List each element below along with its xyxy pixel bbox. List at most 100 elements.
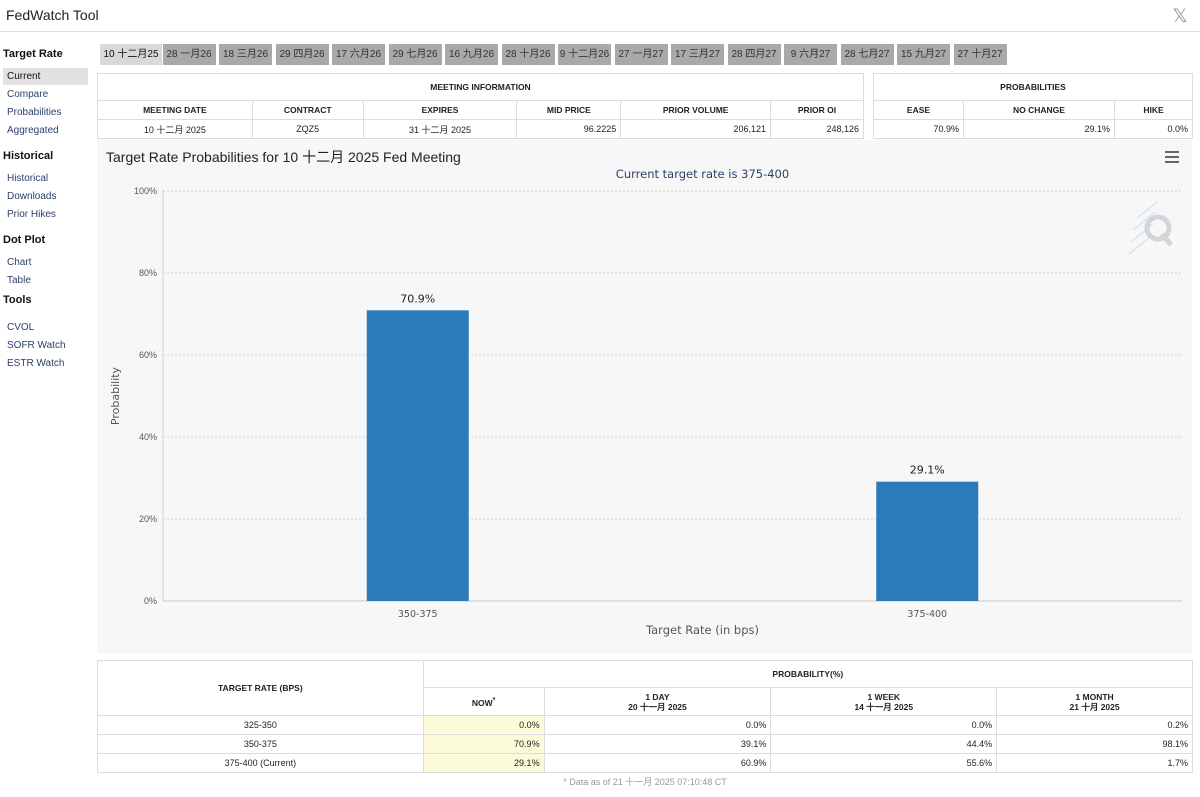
prob-cell: 0.0% [770, 715, 998, 735]
sidebar-item-aggregated[interactable]: Aggregated [7, 125, 59, 136]
cell-hike: 0.0% [1114, 119, 1193, 139]
col-1-week: 1 WEEK 14 十一月 2025 [770, 687, 998, 716]
table-row: 375-400 (Current) 29.1% 60.9% 55.6% 1.7% [97, 753, 1193, 773]
col-label: NOW [471, 697, 493, 708]
tab-meeting-6[interactable]: 16 九月26 [445, 44, 498, 65]
tab-meeting-12[interactable]: 9 六月27 [784, 44, 837, 65]
sidebar-item-historical[interactable]: Historical [7, 173, 49, 184]
sidebar-item-estr-watch[interactable]: ESTR Watch [7, 358, 65, 369]
col-label: 1 WEEK [867, 691, 901, 702]
probabilities-header: PROBABILITIES [873, 73, 1193, 101]
col-expires: EXPIRES [362, 100, 518, 120]
cell-ease: 70.9% [873, 119, 964, 139]
col-date: * [492, 696, 496, 704]
y-axis-label: Probability [109, 366, 122, 425]
tab-meeting-4[interactable]: 17 六月26 [332, 44, 385, 65]
sidebar-item-probabilities[interactable]: Probabilities [7, 107, 62, 118]
prob-cell: 70.9% [422, 734, 545, 754]
col-prior-volume: PRIOR VOLUME [620, 100, 772, 120]
prob-cell: 0.2% [996, 715, 1193, 735]
x-axis-label: Target Rate (in bps) [645, 623, 759, 637]
probability-chart: 0% 20% 40% 60% 80% 100% 70.9% 350-375 29.1% 375-4… [109, 167, 1182, 637]
col-hike: HIKE [1114, 100, 1193, 120]
tab-meeting-15[interactable]: 27 十月27 [953, 44, 1007, 65]
col-ease: EASE [873, 100, 964, 120]
close-icon[interactable]: 𝕏 [1172, 5, 1188, 27]
prob-cell: 55.6% [770, 753, 998, 773]
header-bar: FedWatch Tool 𝕏 [0, 0, 1200, 32]
col-date: 21 十月 2025 [1069, 701, 1120, 712]
col-now: NOW* [422, 687, 545, 716]
sidebar-item-current[interactable]: Current [3, 68, 88, 85]
col-date: 14 十一月 2025 [854, 701, 914, 712]
cell-prior-volume: 206,121 [620, 119, 772, 139]
y-tick-label: 100% [134, 186, 157, 196]
prob-cell: 0.0% [543, 715, 772, 735]
rate-cell: 325-350 [97, 715, 424, 735]
col-no-change: NO CHANGE [963, 100, 1115, 120]
prob-cell: 60.9% [543, 753, 772, 773]
sidebar-item-cvol[interactable]: CVOL [7, 322, 35, 333]
x-tick-label: 375-400 [907, 609, 947, 620]
chart-panel: 0% 20% 40% 60% 80% 100% 70.9% 350-375 29.1% 375-4… [97, 140, 1192, 653]
sidebar-item-compare[interactable]: Compare [7, 89, 49, 100]
probability-header: PROBABILITY(%) [422, 660, 1194, 688]
bar [366, 310, 469, 601]
sidebar-section-target-rate: Target Rate [3, 48, 63, 60]
bar-data-label: 29.1% [910, 464, 945, 477]
tab-meeting-8[interactable]: 9 十二月26 [558, 44, 611, 65]
tab-meeting-10[interactable]: 17 三月27 [671, 44, 724, 65]
col-1-month: 1 MONTH 21 十月 2025 [996, 687, 1193, 716]
rate-cell: 350-375 [97, 734, 424, 754]
tab-meeting-0[interactable]: 10 十二月25 [100, 44, 162, 65]
tab-meeting-11[interactable]: 28 四月27 [727, 44, 781, 65]
cell-no-change: 29.1% [963, 119, 1115, 139]
col-label: 1 DAY [645, 691, 670, 702]
y-tick-label: 80% [139, 268, 157, 278]
tab-meeting-1[interactable]: 28 一月26 [162, 44, 216, 65]
prob-cell: 1.7% [996, 753, 1193, 773]
cell-mid-price: 96.2225 [516, 119, 622, 139]
sidebar-item-chart[interactable]: Chart [7, 257, 32, 268]
tab-meeting-5[interactable]: 29 七月26 [388, 44, 442, 65]
bar [876, 481, 979, 601]
tab-meeting-7[interactable]: 28 十月26 [501, 44, 555, 65]
sidebar-section-tools: Tools [3, 294, 32, 306]
probability-history-table: TARGET RATE (BPS) PROBABILITY(%) NOW* 1 D… [97, 660, 1194, 773]
sidebar-item-sofr-watch[interactable]: SOFR Watch [7, 340, 66, 351]
y-tick-label: 40% [139, 432, 157, 442]
bar-data-label: 70.9% [400, 292, 435, 305]
col-label: 1 MONTH [1075, 691, 1114, 702]
chart-title: Target Rate Probabilities for 10 十二月 202… [106, 149, 461, 165]
probabilities-table: PROBABILITIES EASE NO CHANGE HIKE 70.9% 29.… [873, 73, 1193, 139]
tab-meeting-13[interactable]: 28 七月27 [840, 44, 894, 65]
table-row: 325-350 0.0% 0.0% 0.0% 0.2% [97, 715, 1193, 735]
y-tick-label: 60% [139, 350, 157, 360]
col-contract: CONTRACT [251, 100, 364, 120]
sidebar-item-table[interactable]: Table [7, 275, 31, 286]
col-date: 20 十一月 2025 [628, 701, 687, 712]
cell-meeting-date: 10 十二月 2025 [97, 119, 253, 139]
rate-cell: 375-400 (Current) [97, 753, 424, 773]
sidebar-item-prior-hikes[interactable]: Prior Hikes [7, 209, 56, 220]
prob-cell: 29.1% [422, 753, 545, 773]
tab-meeting-3[interactable]: 29 四月26 [275, 44, 329, 65]
chart-subtitle: Current target rate is 375-400 [616, 167, 789, 181]
tab-meeting-9[interactable]: 27 一月27 [614, 44, 668, 65]
prob-cell: 44.4% [770, 734, 998, 754]
target-rate-header: TARGET RATE (BPS) [97, 660, 424, 716]
tab-meeting-14[interactable]: 15 九月27 [897, 44, 950, 65]
col-prior-oi: PRIOR OI [770, 100, 864, 120]
table-row: 350-375 70.9% 39.1% 44.4% 98.1% [97, 734, 1193, 754]
prob-cell: 39.1% [543, 734, 772, 754]
cell-contract: ZQZ5 [251, 119, 364, 139]
sidebar-item-downloads[interactable]: Downloads [7, 191, 57, 202]
menu-icon[interactable] [1165, 151, 1179, 163]
tab-meeting-2[interactable]: 18 三月26 [219, 44, 272, 65]
sidebar-section-dot-plot: Dot Plot [3, 234, 46, 246]
cell-expires: 31 十二月 2025 [362, 119, 518, 139]
col-mid-price: MID PRICE [516, 100, 622, 120]
y-tick-label: 20% [139, 514, 157, 524]
x-tick-label: 350-375 [398, 609, 438, 620]
